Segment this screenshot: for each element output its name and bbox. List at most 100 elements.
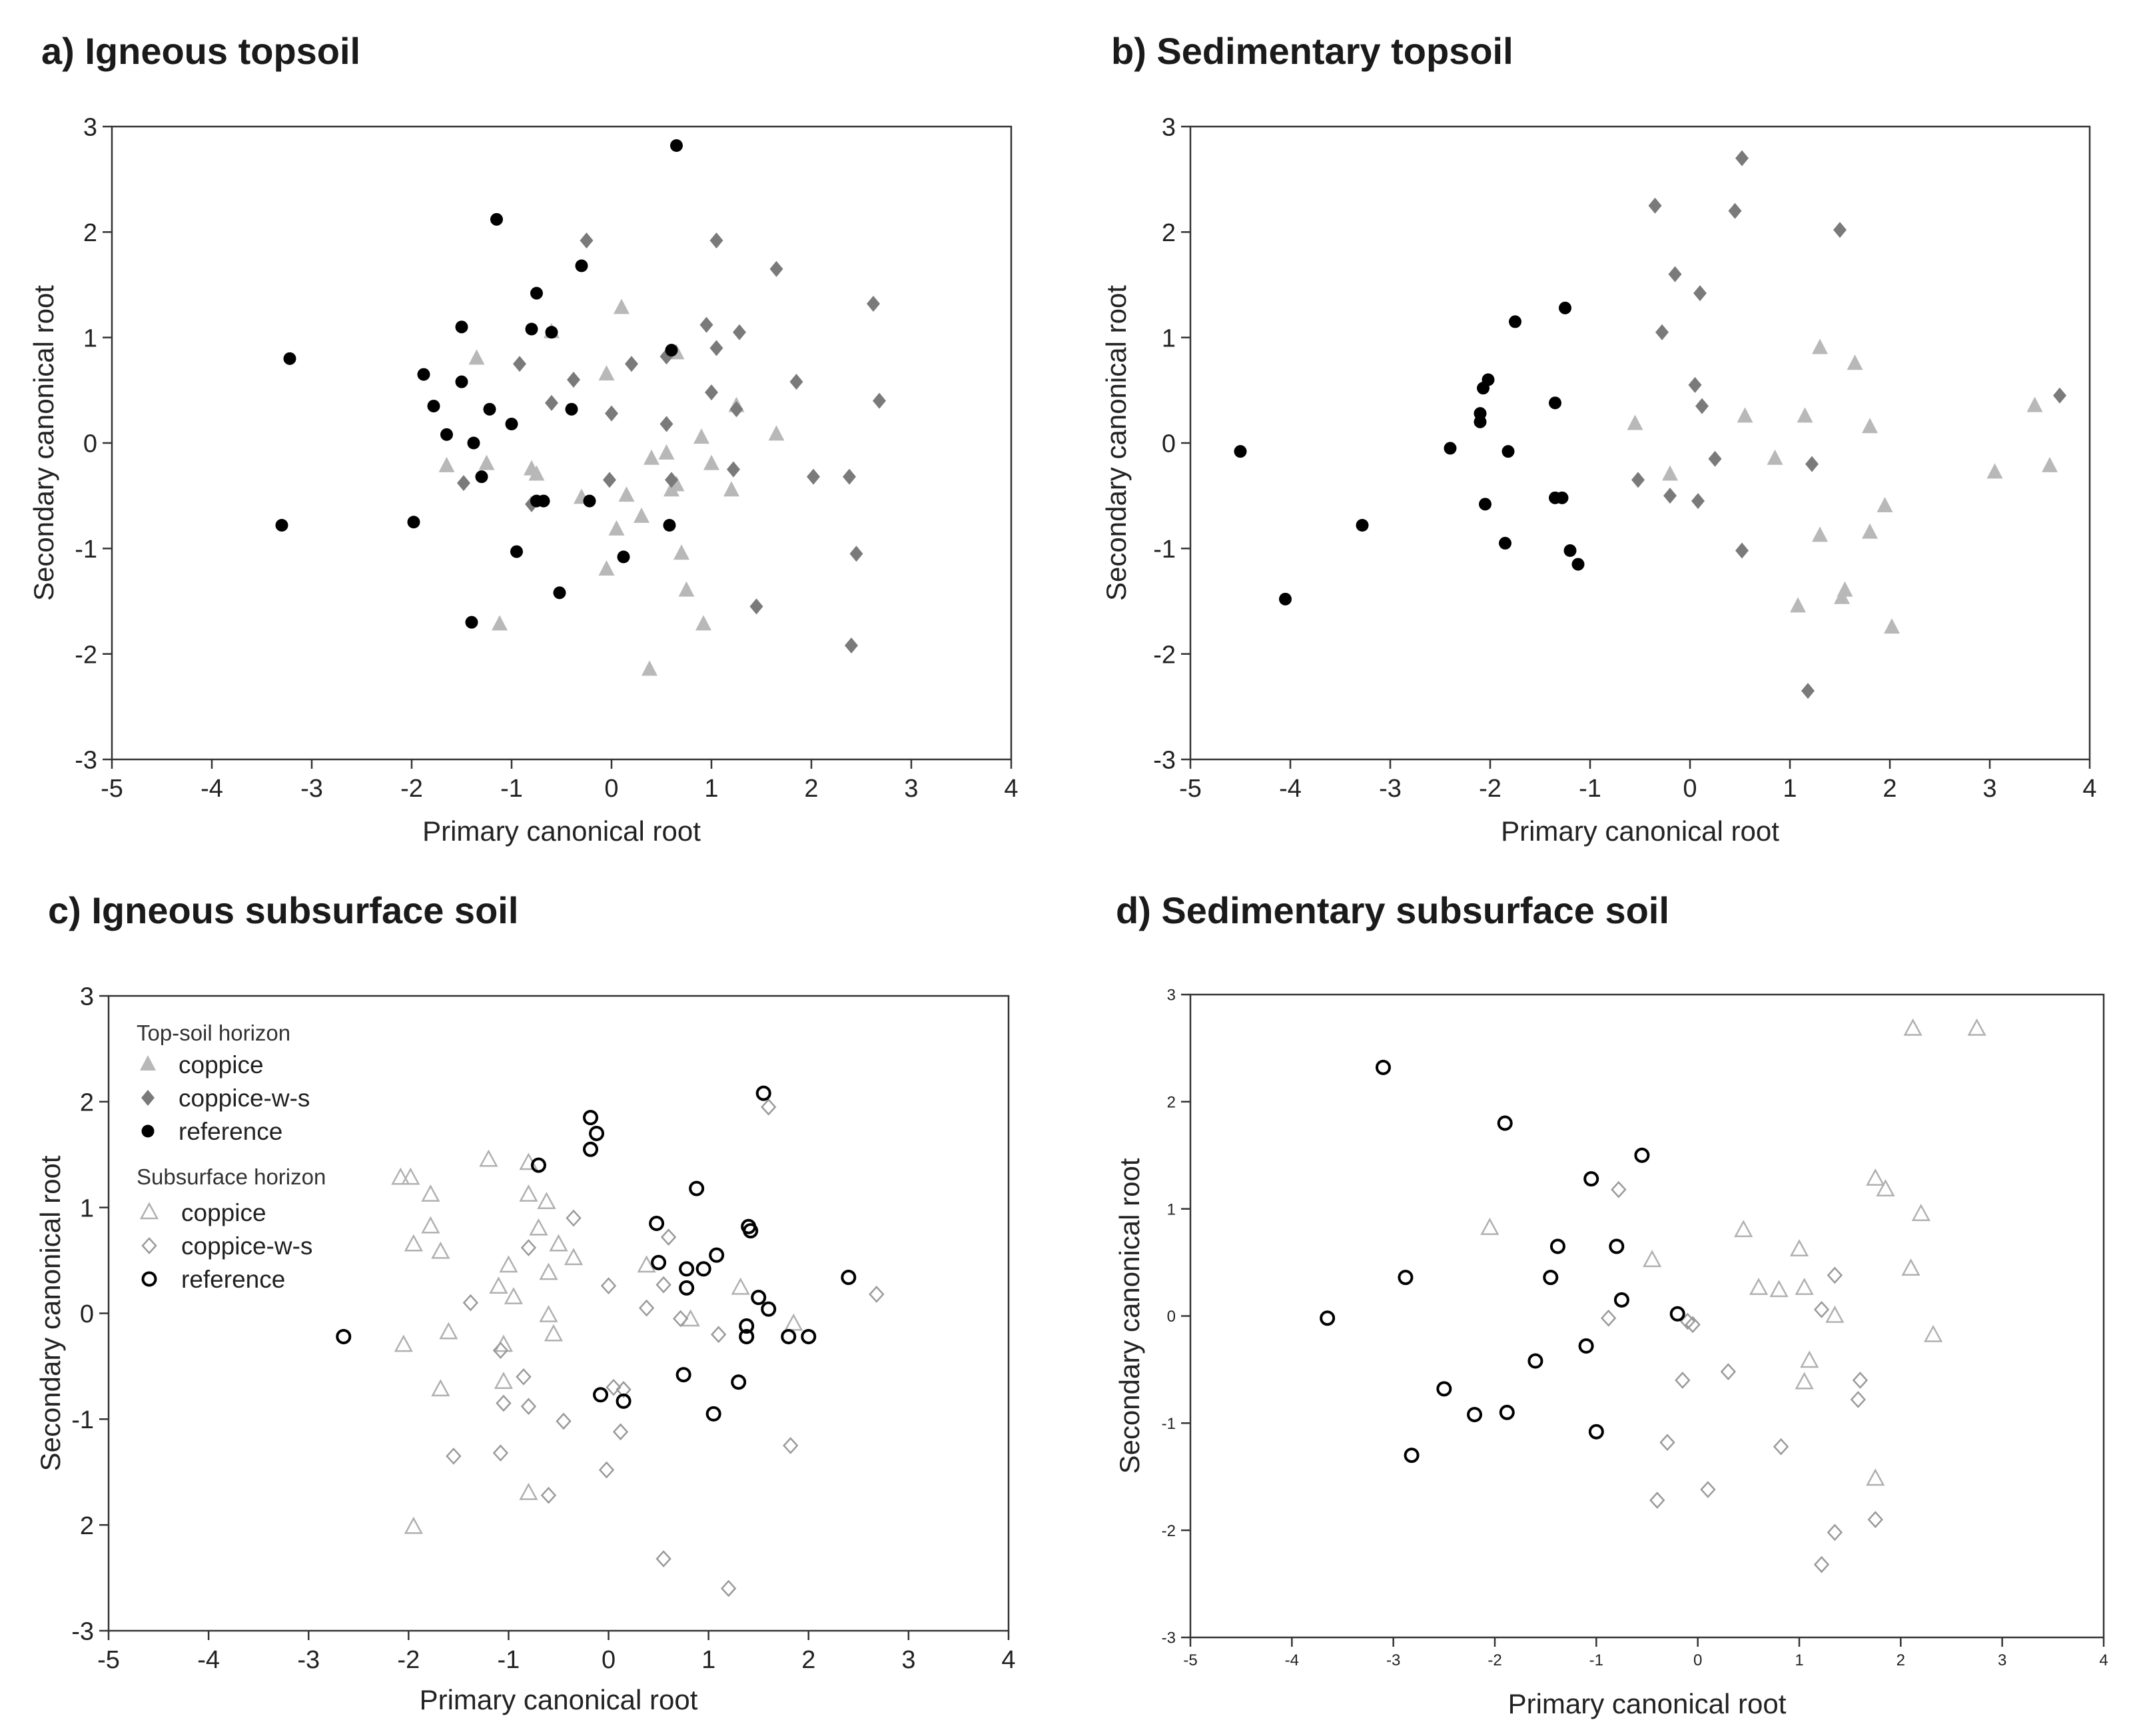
data-point	[693, 428, 709, 444]
data-point	[1571, 558, 1585, 571]
data-point	[723, 481, 739, 497]
data-point	[504, 1287, 524, 1304]
y-tick-label: 3	[80, 983, 94, 1011]
x-tick-label: 3	[904, 775, 918, 803]
data-point	[1583, 1171, 1599, 1187]
data-point	[516, 1368, 532, 1386]
data-point	[525, 322, 538, 336]
data-point	[659, 416, 673, 432]
y-tick-label: -3	[71, 1618, 94, 1646]
x-tick-label: 3	[901, 1646, 915, 1674]
x-tick-label: -4	[197, 1646, 220, 1674]
data-point	[1866, 1468, 1885, 1486]
data-point	[2053, 387, 2066, 404]
x-tick-label: 0	[1693, 1651, 1702, 1669]
data-point	[1884, 618, 1900, 634]
data-point	[1634, 1147, 1650, 1163]
chart-title: b) Sedimentary topsoil	[1111, 30, 1513, 72]
data-point	[391, 1167, 410, 1185]
chart-panel-2: -5 -4 -3 -2 -1 0 1 2 3 4 3 2 1 0 -1 2 -3 Primary canonica…	[35, 983, 1016, 1715]
data-point	[1800, 1350, 1819, 1368]
data-point	[468, 349, 485, 365]
data-point	[731, 1374, 747, 1390]
data-point	[1375, 1059, 1391, 1075]
plot-frame	[1189, 993, 2105, 1639]
data-point	[709, 340, 723, 356]
data-point	[394, 1334, 413, 1352]
data-point	[431, 1379, 450, 1397]
y-tick-label: 1	[83, 324, 97, 352]
data-point	[1695, 398, 1709, 414]
data-point	[519, 1482, 538, 1500]
legend-heading-topsoil: Top-soil horizon	[137, 1021, 290, 1045]
x-tick-label: 0	[1683, 775, 1697, 803]
y-tick-label: 1	[80, 1194, 94, 1222]
data-point	[513, 356, 526, 372]
x-tick-label: 2	[801, 1646, 815, 1674]
data-point	[649, 1215, 665, 1231]
data-point	[427, 400, 440, 413]
data-point	[598, 560, 615, 576]
data-point	[672, 1310, 689, 1328]
x-tick-label: -4	[201, 775, 223, 803]
data-point	[1501, 445, 1515, 458]
data-point	[1675, 1372, 1691, 1389]
data-point	[668, 476, 685, 492]
data-point	[658, 444, 675, 460]
data-point	[634, 507, 649, 523]
x-tick-label: 4	[1004, 775, 1018, 803]
data-point	[761, 1098, 777, 1116]
x-tick-label: -2	[397, 1646, 420, 1674]
data-point	[843, 468, 856, 485]
x-tick-label: 0	[602, 1646, 616, 1674]
y-tick-label: 0	[1167, 1308, 1176, 1326]
data-point	[1474, 415, 1487, 428]
data-point	[431, 1241, 450, 1259]
data-point	[869, 1286, 885, 1303]
data-point	[873, 392, 886, 409]
data-point	[665, 344, 678, 357]
data-point	[614, 298, 630, 314]
data-point	[695, 615, 711, 631]
data-point	[625, 356, 638, 372]
y-tick-label: 3	[1167, 987, 1176, 1005]
series-reference	[336, 1085, 857, 1422]
x-tick-label: -1	[1589, 1651, 1603, 1669]
y-tick-label: -3	[1162, 1629, 1176, 1647]
series-coppice-w-s	[457, 232, 886, 653]
series-reference	[1320, 1059, 1685, 1464]
y-tick-label: -3	[1153, 747, 1176, 775]
data-point	[641, 660, 657, 676]
data-point	[505, 418, 518, 430]
chart-panel-3: -5 -4 -3 -2 -1 0 1 2 3 4 3 2 1 0 -1 -2 -3 Primary canonic…	[1114, 987, 2108, 1719]
x-tick-label: 4	[2082, 775, 2096, 803]
y-tick-label: 3	[1162, 114, 1176, 142]
data-point	[1903, 1018, 1922, 1036]
series-coppice-w-s	[1631, 150, 2066, 699]
data-point	[1600, 1309, 1617, 1327]
data-point	[549, 1234, 568, 1252]
x-tick-label: -5	[1179, 775, 1202, 803]
data-point	[1813, 1300, 1830, 1318]
data-point	[695, 1261, 711, 1277]
data-point	[483, 402, 496, 416]
data-point	[1643, 1250, 1662, 1268]
data-point	[1801, 683, 1815, 699]
data-point	[1812, 338, 1828, 354]
data-point	[655, 1550, 671, 1567]
x-tick-label: -5	[101, 775, 123, 803]
data-point	[600, 1277, 617, 1295]
data-point	[1279, 592, 1292, 606]
data-point	[1789, 1239, 1809, 1257]
legend-marker	[141, 1124, 155, 1138]
data-point	[1578, 1338, 1594, 1354]
data-point	[544, 1324, 564, 1342]
x-tick-label: -3	[1386, 1651, 1400, 1669]
legend-marker	[140, 1055, 156, 1071]
data-point	[462, 1294, 479, 1312]
data-point	[492, 1444, 509, 1462]
data-point	[1911, 1204, 1930, 1221]
y-tick-label: -1	[71, 1406, 94, 1434]
data-point	[784, 1313, 803, 1331]
data-point	[643, 449, 659, 465]
